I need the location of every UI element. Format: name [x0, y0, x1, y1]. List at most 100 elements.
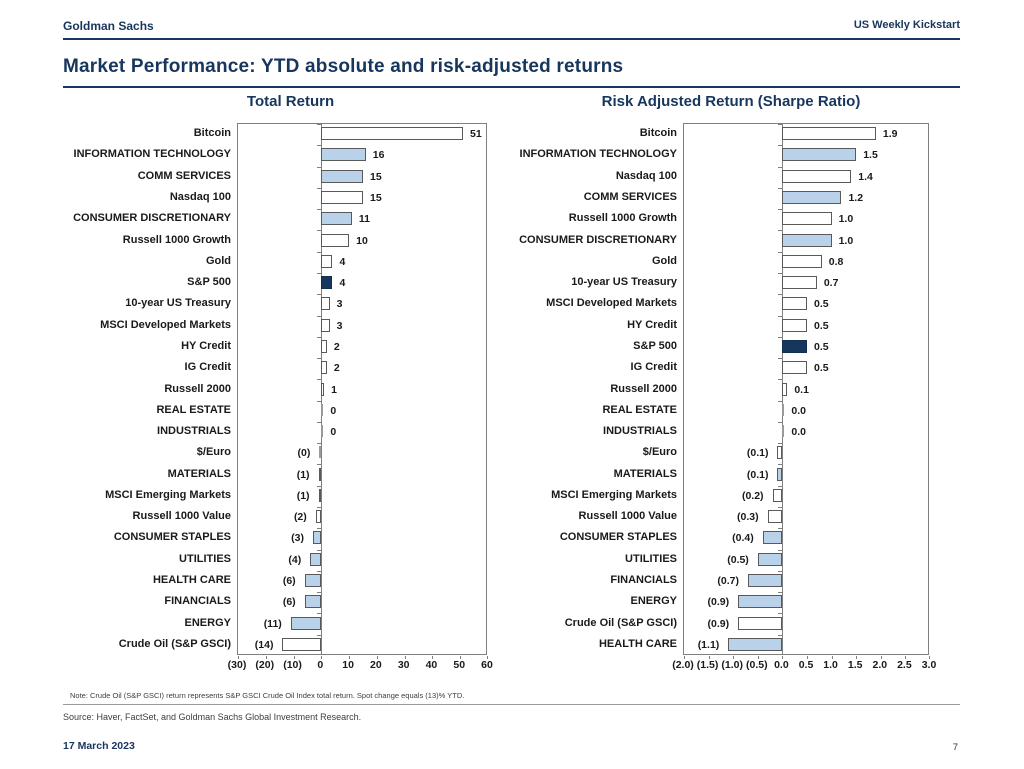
value-label: (6): [282, 575, 296, 588]
bar: [762, 531, 783, 545]
x-axis-tick-label: 50: [453, 659, 466, 671]
total-return-plot-area: 51 16 15 15 11 10 4 4 3 3 2 2 1 0 0 (0) (1) (1) (2) (3) (4)(…: [237, 123, 488, 659]
value-label: 0.0: [791, 426, 806, 439]
bar: [321, 339, 327, 353]
axis-tick: [317, 358, 322, 360]
value-label: 0.1: [794, 383, 809, 396]
axis-tick: [782, 656, 784, 659]
value-label: 51: [470, 128, 482, 141]
bar: [757, 552, 783, 566]
value-label: 1.2: [848, 191, 864, 204]
bar: [747, 574, 783, 588]
bar: [318, 488, 322, 502]
axis-tick: [778, 549, 783, 551]
page-title: Market Performance: YTD absolute and ris…: [63, 56, 624, 77]
bar: [767, 510, 783, 524]
bar: [321, 233, 350, 247]
x-axis-tick-label: (2.0): [672, 659, 694, 671]
bar: [728, 637, 783, 651]
value-label: (0.9): [707, 617, 730, 630]
x-axis-tick-label: 0: [317, 659, 324, 671]
page-number: 7: [952, 742, 958, 753]
axis-tick: [317, 549, 322, 551]
category-label: MSCI Developed Markets: [100, 318, 231, 331]
value-label: 16: [372, 149, 385, 162]
axis-tick: [831, 656, 833, 659]
value-label: (0.7): [717, 575, 739, 588]
axis-tick: [317, 272, 322, 274]
axis-tick: [733, 656, 735, 659]
x-axis-tick-label: (20): [255, 659, 275, 671]
value-label: (0.4): [732, 532, 754, 545]
axis-tick: [487, 656, 488, 659]
value-label: 0: [330, 426, 337, 439]
value-label: (0): [297, 447, 311, 460]
bar: [782, 361, 807, 375]
axis-tick: [317, 251, 322, 253]
bar: [777, 446, 783, 460]
category-label: S&P 500: [187, 276, 231, 289]
bar: [321, 403, 324, 416]
value-label: 0.5: [814, 319, 829, 332]
value-label: 4: [339, 277, 346, 290]
axis-tick: [778, 400, 783, 402]
bar: [321, 297, 330, 311]
category-label: CONSUMER DISCRETIONARY: [73, 212, 231, 225]
category-label: IG Credit: [184, 361, 231, 374]
category-label: MSCI Developed Markets: [546, 297, 677, 310]
bar: [782, 297, 807, 311]
axis-tick: [905, 656, 907, 659]
sharpe-ratio-plot-area: 1.9 1.5 1.4 1.2 1.0 1.0 0.8 0.7 0.5 0.5 0.5 0.5 0.1 0…: [683, 123, 930, 659]
axis-tick: [778, 336, 783, 338]
value-label: 2: [333, 340, 340, 353]
axis-tick: [778, 209, 783, 211]
x-axis-tick-label: 2.0: [872, 659, 888, 671]
value-label: 0.7: [823, 277, 839, 290]
category-label: REAL ESTATE: [602, 403, 677, 416]
value-label: (3): [291, 532, 304, 545]
category-label: Russell 2000: [610, 382, 677, 395]
bar: [782, 169, 852, 183]
x-axis-tick-label: (0.5): [746, 659, 768, 671]
bar: [321, 361, 327, 375]
value-label: (1): [296, 489, 310, 502]
category-label: INFORMATION TECHNOLOGY: [73, 148, 231, 161]
axis-tick: [317, 443, 322, 445]
axis-tick: [349, 656, 351, 659]
axis-tick: [317, 187, 322, 189]
axis-tick: [317, 379, 322, 381]
bar: [782, 233, 832, 247]
category-label: CONSUMER STAPLES: [113, 531, 231, 544]
category-label: MSCI Emerging Markets: [105, 488, 231, 501]
x-axis-tick-label: 3.0: [921, 659, 937, 671]
category-label: ENERGY: [630, 595, 677, 608]
axis-tick: [317, 570, 322, 572]
axis-tick: [778, 421, 783, 423]
category-label: UTILITIES: [625, 552, 677, 565]
axis-tick: [317, 421, 322, 423]
bar: [321, 382, 325, 396]
value-label: 0.0: [791, 404, 806, 417]
category-label: HY Credit: [627, 318, 677, 331]
x-axis-tick-label: 40: [425, 659, 438, 671]
category-label: INFORMATION TECHNOLOGY: [519, 148, 677, 161]
axis-tick: [317, 294, 322, 296]
bar: [782, 148, 857, 162]
axis-tick: [265, 656, 267, 659]
axis-tick: [778, 528, 783, 530]
x-axis-tick-label: 0.0: [774, 659, 789, 671]
bar: [321, 190, 363, 204]
value-label: 1.5: [863, 149, 878, 162]
bar: [290, 616, 322, 630]
category-label: FINANCIALS: [610, 574, 677, 587]
axis-tick: [778, 379, 783, 381]
x-axis-tick-label: 10: [342, 659, 354, 671]
bar: [772, 488, 783, 502]
axis-tick: [778, 485, 783, 487]
axis-tick: [778, 358, 783, 360]
bar: [321, 212, 352, 226]
axis-tick: [778, 230, 783, 232]
axis-tick: [778, 613, 783, 615]
value-label: (0.1): [746, 468, 769, 481]
category-label: INDUSTRIALS: [603, 425, 677, 438]
